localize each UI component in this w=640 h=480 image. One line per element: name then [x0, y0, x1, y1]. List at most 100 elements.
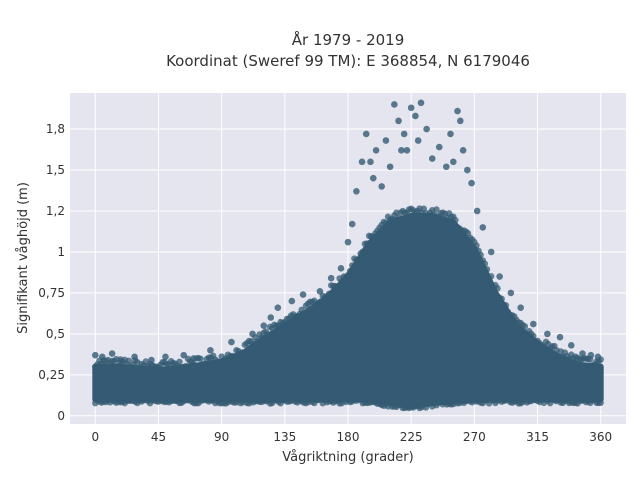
data-point — [346, 267, 354, 275]
y-tick-label: 1,2 — [46, 204, 65, 218]
data-point — [452, 216, 459, 224]
data-point — [239, 349, 246, 356]
x-tick-label: 0 — [91, 430, 99, 444]
data-point — [176, 358, 183, 365]
y-tick-label: 0 — [57, 409, 65, 423]
data-point — [540, 344, 548, 351]
data-point — [317, 298, 324, 305]
data-point — [349, 262, 356, 269]
data-point — [91, 351, 99, 359]
data-point — [353, 188, 360, 195]
data-point — [507, 289, 515, 297]
data-point — [316, 287, 324, 295]
chart-title-line-2: Koordinat (Sweref 99 TM): E 368854, N 61… — [166, 52, 530, 70]
data-point — [260, 322, 268, 329]
data-point — [355, 256, 362, 264]
data-point — [579, 350, 586, 357]
x-tick-label: 315 — [526, 430, 549, 444]
data-point — [274, 304, 282, 311]
x-tick-label: 45 — [151, 430, 166, 444]
data-point — [378, 183, 385, 190]
data-point — [338, 278, 345, 285]
y-tick-labels: 0 0,25 0,5 0,75 1 1,2 1,5 1,8 — [38, 122, 65, 423]
data-point — [498, 295, 505, 303]
data-point — [288, 297, 296, 305]
data-point — [362, 130, 370, 138]
data-point — [267, 314, 275, 321]
data-point — [414, 137, 422, 144]
data-point — [249, 330, 256, 338]
data-point — [367, 158, 374, 166]
data-point — [398, 147, 405, 154]
data-point — [597, 399, 604, 406]
x-tick-label: 270 — [463, 430, 486, 444]
data-point — [481, 260, 489, 267]
data-point — [108, 350, 116, 357]
data-point — [502, 302, 510, 309]
data-point — [450, 158, 457, 166]
data-point — [477, 251, 484, 259]
data-point — [454, 107, 461, 115]
data-point — [400, 130, 408, 138]
data-point — [372, 147, 380, 154]
y-tick-label: 0,25 — [38, 368, 65, 382]
data-point — [231, 353, 238, 360]
data-point — [369, 174, 377, 182]
data-point — [363, 240, 371, 247]
x-tick-label: 180 — [337, 430, 360, 444]
data-point — [344, 238, 352, 246]
data-point — [556, 333, 564, 341]
data-point — [487, 248, 495, 256]
data-point — [517, 304, 524, 311]
data-point — [442, 163, 450, 171]
data-point — [125, 357, 133, 364]
data-point — [337, 265, 345, 272]
y-tick-label: 1,8 — [46, 122, 65, 136]
data-point — [457, 117, 464, 125]
data-point — [395, 117, 402, 125]
data-point — [117, 358, 124, 366]
data-point — [473, 207, 481, 215]
x-axis-label: Vågriktning (grader) — [282, 450, 413, 465]
data-point — [348, 220, 356, 228]
y-tick-label: 0,75 — [38, 286, 65, 300]
data-point — [459, 147, 467, 154]
data-point — [98, 353, 106, 361]
data-point — [494, 285, 501, 292]
data-point — [496, 273, 503, 280]
y-tick-label: 1,5 — [46, 163, 65, 177]
data-point — [327, 274, 335, 282]
data-point — [382, 219, 390, 227]
data-point — [594, 353, 602, 361]
data-point — [567, 342, 575, 349]
data-point — [254, 338, 261, 345]
data-point — [521, 323, 529, 330]
data-point — [412, 112, 419, 120]
y-axis-label: Signifikant våghöjd (m) — [16, 182, 31, 334]
data-point — [464, 166, 471, 174]
x-tick-label: 135 — [273, 430, 296, 444]
data-point — [447, 130, 454, 138]
data-point — [423, 125, 430, 133]
data-point — [587, 351, 595, 359]
y-tick-label: 1 — [57, 245, 65, 259]
data-point — [435, 143, 443, 151]
data-point — [483, 266, 491, 273]
data-point — [131, 353, 138, 361]
data-point — [359, 248, 366, 255]
data-point — [182, 362, 190, 370]
data-point — [479, 224, 487, 231]
data-point — [264, 331, 272, 338]
data-point — [358, 158, 366, 166]
data-point — [386, 163, 394, 171]
data-point — [300, 310, 307, 317]
data-point — [428, 155, 436, 162]
data-point — [190, 355, 197, 362]
data-points — [91, 99, 604, 412]
data-point — [530, 332, 537, 340]
data-point — [544, 330, 551, 338]
data-point — [148, 356, 155, 364]
data-point — [468, 179, 475, 187]
data-point — [228, 338, 235, 346]
